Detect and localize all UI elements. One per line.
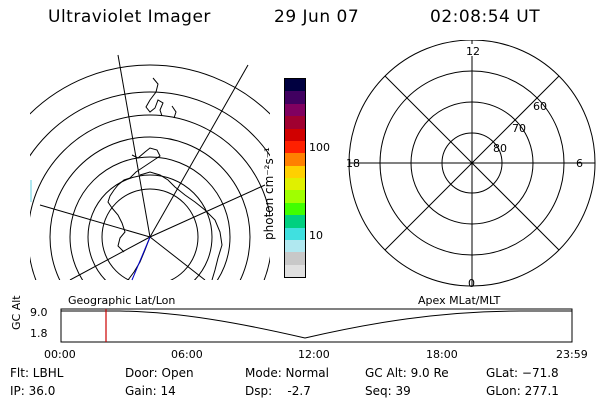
colorbar-segment bbox=[285, 227, 305, 240]
mlt-label-0: 0 bbox=[468, 277, 475, 290]
altitude-curve bbox=[61, 310, 572, 339]
colorbar-segment bbox=[285, 103, 305, 117]
ip-info: IP: 36.0 bbox=[10, 384, 56, 398]
colorbar-segment bbox=[285, 252, 305, 265]
coastline bbox=[107, 147, 161, 209]
polar-axis bbox=[384, 75, 560, 251]
colorbar-segment bbox=[285, 215, 305, 228]
door-info: Door: Open bbox=[125, 366, 194, 380]
filter-info: Flt: LBHL bbox=[10, 366, 64, 380]
geographic-map bbox=[30, 54, 270, 281]
colorbar-segment bbox=[285, 128, 305, 141]
lon-line bbox=[39, 204, 151, 238]
coastline bbox=[171, 105, 177, 119]
polar-plot: 12 18 6 0 60 70 80 bbox=[346, 40, 596, 290]
colorbar-segment bbox=[285, 165, 305, 178]
seq-info: Seq: 39 bbox=[365, 384, 411, 398]
glat-info: GLat: −71.8 bbox=[486, 366, 559, 380]
colorbar-segment bbox=[285, 264, 305, 277]
glon-info: GLon: 277.1 bbox=[486, 384, 559, 398]
app-title: Ultraviolet Imager bbox=[48, 7, 211, 27]
mlt-label-12: 12 bbox=[466, 45, 480, 58]
time-tick-1: 06:00 bbox=[171, 348, 203, 361]
apex-label: Apex MLat/MLT bbox=[418, 294, 501, 307]
colorbar-segment bbox=[285, 202, 305, 216]
dsp-info: Dsp: -2.7 bbox=[245, 384, 311, 398]
time-tick-2: 12:00 bbox=[298, 348, 330, 361]
y-tick-bottom: 1.8 bbox=[30, 327, 48, 340]
lat-circle bbox=[49, 136, 251, 280]
gc-alt-info: GC Alt: 9.0 Re bbox=[365, 366, 449, 380]
lon-line bbox=[69, 236, 151, 280]
colorbar-tick-10: 10 bbox=[309, 229, 323, 242]
mlt-label-6: 6 bbox=[576, 157, 583, 170]
coastline bbox=[111, 207, 126, 253]
lon-line bbox=[149, 236, 206, 280]
lat-circle bbox=[69, 156, 231, 280]
date-label: 29 Jun 07 bbox=[274, 7, 360, 27]
timeline-frame bbox=[60, 308, 573, 343]
time-tick-0: 00:00 bbox=[44, 348, 76, 361]
lon-line bbox=[117, 54, 151, 238]
terminator-line bbox=[131, 236, 151, 281]
lat-circle bbox=[87, 174, 213, 280]
color-scale-bar bbox=[284, 78, 306, 278]
mlt-label-18: 18 bbox=[346, 157, 360, 170]
colorbar-segment bbox=[285, 140, 305, 154]
lon-line bbox=[149, 184, 266, 238]
mode-info: Mode: Normal bbox=[245, 366, 329, 380]
lat-circle bbox=[30, 91, 270, 157]
coastline bbox=[145, 77, 164, 117]
lat-label-60: 60 bbox=[533, 100, 547, 113]
lat-label-70: 70 bbox=[512, 122, 526, 135]
edge-marker bbox=[30, 180, 32, 202]
lat-circle bbox=[30, 64, 270, 115]
colorbar-segment bbox=[285, 116, 305, 129]
lon-line bbox=[149, 64, 249, 238]
colorbar-segment bbox=[285, 239, 305, 253]
coastline bbox=[139, 171, 223, 280]
altitude-timeline bbox=[60, 308, 573, 343]
lat-circle bbox=[101, 188, 199, 280]
gain-info: Gain: 14 bbox=[125, 384, 176, 398]
colorbar-unit-label: photon cm⁻²s⁻¹ bbox=[262, 147, 276, 240]
lat-circle bbox=[30, 114, 270, 280]
colorbar-segment bbox=[285, 153, 305, 166]
time-label: 02:08:54 UT bbox=[430, 7, 541, 27]
colorbar-segment bbox=[285, 190, 305, 203]
gc-alt-axis-label: GC Alt bbox=[10, 295, 23, 330]
time-tick-3: 18:00 bbox=[426, 348, 458, 361]
colorbar-segment bbox=[285, 79, 305, 92]
lat-label-80: 80 bbox=[493, 142, 507, 155]
y-tick-top: 9.0 bbox=[30, 306, 48, 319]
time-tick-4: 23:59 bbox=[556, 348, 588, 361]
geographic-label: Geographic Lat/Lon bbox=[68, 294, 176, 307]
colorbar-tick-100: 100 bbox=[309, 141, 330, 154]
colorbar-segment bbox=[285, 178, 305, 191]
colorbar-segment bbox=[285, 91, 305, 104]
